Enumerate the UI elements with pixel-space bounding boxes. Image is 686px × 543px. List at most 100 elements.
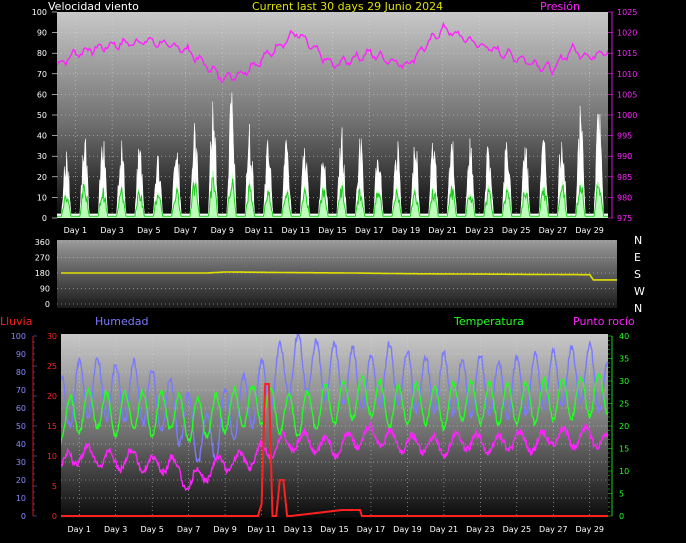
wind-tick-label: 60 — [37, 90, 47, 99]
day-label: Day 21 — [428, 226, 457, 235]
day-label: Day 3 — [100, 226, 123, 235]
temperature-axis-ticks: 0 5 10 15 20 25 30 35 40 — [608, 332, 629, 521]
pressure-line — [57, 21, 608, 84]
wind-axis-ticks: 0 10 20 30 40 50 60 70 80 90 100 — [32, 8, 57, 223]
rain-tick-label: 0 — [52, 512, 57, 521]
pressure-tick-label: 1010 — [617, 70, 637, 79]
temperature-line — [61, 371, 608, 444]
direction-axis-ticks: 0 90 180 270 360 — [35, 238, 50, 309]
wind-tick-label: 90 — [37, 29, 47, 38]
wind-tick-label: 0 — [42, 214, 47, 223]
temperature-tick-label: 5 — [619, 490, 624, 499]
pressure-title: Presión — [540, 0, 580, 13]
rain-tick-label: 20 — [47, 392, 57, 401]
day-label: Day 29 — [576, 525, 605, 534]
day-label: Day 17 — [355, 226, 384, 235]
pressure-axis-ticks: 975 980 985 990 995 1000 1005 1010 1015 1020 1025 — [608, 8, 637, 223]
humidity-tick-label: 70 — [16, 386, 26, 395]
day-label: Day 7 — [174, 226, 197, 235]
compass-label: W — [634, 285, 645, 298]
pressure-tick-label: 980 — [617, 193, 632, 202]
humidity-tick-label: 100 — [11, 332, 26, 341]
day-label: Day 19 — [392, 226, 421, 235]
wind-tick-label: 80 — [37, 49, 47, 58]
day-label: Day 19 — [393, 525, 422, 534]
temp-day-labels: Day 1 Day 3 Day 5 Day 7 Day 9 Day 11 Day 13 Day… — [68, 525, 605, 534]
wind-average-line — [57, 176, 608, 217]
day-label: Day 7 — [177, 525, 200, 534]
humidity-tick-label: 40 — [16, 440, 26, 449]
day-label: Day 29 — [575, 226, 604, 235]
wind-direction-line — [61, 271, 617, 281]
day-label: Day 23 — [466, 525, 495, 534]
temperature-title: Temperatura — [453, 315, 524, 328]
day-label: Day 15 — [318, 226, 347, 235]
temperature-tick-label: 30 — [619, 377, 629, 386]
day-label: Day 15 — [320, 525, 349, 534]
day-label: Day 25 — [503, 525, 532, 534]
rain-tick-label: 10 — [47, 452, 57, 461]
pressure-tick-label: 1025 — [617, 8, 637, 17]
day-label: Day 21 — [430, 525, 459, 534]
temperature-tick-label: 15 — [619, 445, 629, 454]
day-label: Day 11 — [245, 226, 274, 235]
rain-line — [61, 383, 608, 517]
pressure-tick-label: 990 — [617, 152, 632, 161]
pressure-tick-label: 1015 — [617, 49, 637, 58]
dewpoint-line — [61, 422, 608, 492]
day-label: Day 1 — [68, 525, 91, 534]
humidity-axis-ticks: 0 10 20 30 40 50 60 70 80 90 100 — [11, 332, 26, 521]
rain-axis-ticks: 0 5 10 15 20 25 30 — [32, 332, 57, 521]
compass-label: S — [634, 268, 641, 281]
humidity-tick-label: 0 — [21, 512, 26, 521]
rain-title: Lluvia — [0, 315, 32, 328]
compass-label: N — [634, 234, 642, 247]
wind-tick-label: 40 — [37, 132, 47, 141]
direction-tick-label: 90 — [40, 285, 50, 294]
wind-tick-label: 50 — [37, 111, 47, 120]
humidity-tick-label: 60 — [16, 404, 26, 413]
day-label: Day 27 — [539, 525, 568, 534]
temperature-tick-label: 20 — [619, 422, 629, 431]
pressure-tick-label: 1005 — [617, 90, 637, 99]
humidity-title: Humedad — [95, 315, 148, 328]
humidity-tick-label: 80 — [16, 368, 26, 377]
wind-plot-area — [57, 12, 608, 218]
humidity-tick-label: 50 — [16, 422, 26, 431]
humidity-tick-label: 30 — [16, 458, 26, 467]
wind-tick-label: 100 — [32, 8, 47, 17]
day-label: Day 9 — [213, 525, 236, 534]
compass-label: E — [634, 251, 641, 264]
wind-tick-label: 10 — [37, 193, 47, 202]
humidity-temperature-panel: 0 5 10 15 20 25 30 0 10 20 30 40 50 60 70 80 90 100 0 5 10… — [11, 332, 629, 534]
humidity-tick-label: 20 — [16, 476, 26, 485]
day-label: Day 11 — [247, 525, 276, 534]
wind-speed-title: Velocidad viento — [48, 0, 139, 13]
temperature-tick-label: 10 — [619, 467, 629, 476]
wind-tick-label: 70 — [37, 70, 47, 79]
rain-tick-label: 15 — [47, 422, 57, 431]
temperature-tick-label: 40 — [619, 332, 629, 341]
day-label: Day 13 — [284, 525, 313, 534]
rain-tick-label: 25 — [47, 362, 57, 371]
wind-average-area — [57, 170, 608, 218]
pressure-tick-label: 1020 — [617, 29, 637, 38]
rain-tick-label: 30 — [47, 332, 57, 341]
dewpoint-title: Punto rocío — [573, 315, 635, 328]
day-label: Day 3 — [104, 525, 127, 534]
pressure-tick-label: 1000 — [617, 111, 637, 120]
day-label: Day 27 — [539, 226, 568, 235]
day-label: Day 23 — [465, 226, 494, 235]
humidity-tick-label: 10 — [16, 494, 26, 503]
pressure-tick-label: 975 — [617, 214, 632, 223]
humidity-tick-label: 90 — [16, 350, 26, 359]
chart-title: Current last 30 days 29 Junio 2024 — [252, 0, 443, 13]
temperature-tick-label: 25 — [619, 400, 629, 409]
direction-tick-label: 270 — [35, 254, 50, 263]
compass-label: N — [634, 302, 642, 315]
wind-day-labels: Day 1 Day 3 Day 5 Day 7 Day 9 Day 11 Day 13 Day… — [64, 226, 604, 235]
day-label: Day 9 — [211, 226, 234, 235]
